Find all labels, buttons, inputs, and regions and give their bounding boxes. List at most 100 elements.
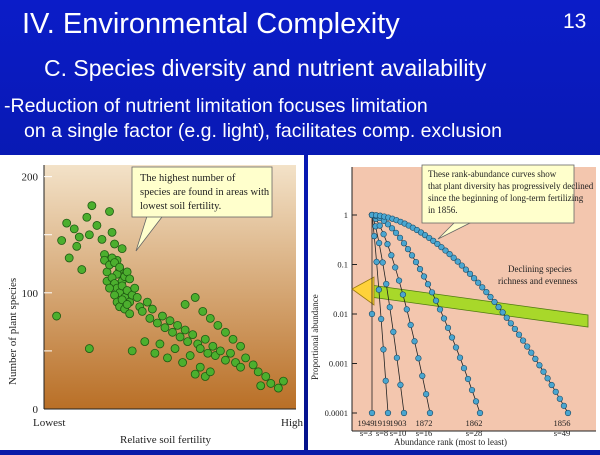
scatter-point: [253, 367, 263, 377]
rank-point: [380, 231, 387, 238]
rank-point: [368, 310, 376, 318]
rank-point: [524, 343, 531, 350]
scatter-point: [52, 311, 61, 321]
scatter-point: [261, 372, 271, 381]
series-s-label: s=3: [360, 428, 372, 438]
rank-point: [378, 315, 385, 323]
y-grid: [44, 176, 52, 352]
fertility-scatter-chart: 0 100 200 Lowest High Relative soil fertil…: [7, 165, 304, 446]
y-tick-label: 0.01: [333, 309, 348, 319]
scatter-point: [256, 381, 266, 391]
rank-point: [491, 298, 498, 306]
scatter-point: [278, 376, 288, 386]
declining-arrow: [351, 276, 589, 328]
rank-point: [403, 306, 410, 313]
scatter-point: [97, 234, 107, 244]
rank-point: [426, 409, 434, 417]
rank-point: [388, 252, 395, 259]
rank-point: [371, 233, 378, 240]
arrow-head: [351, 276, 375, 306]
rank-abundance-curves: [368, 211, 572, 417]
rank-point: [379, 259, 386, 266]
scatter-point: [140, 337, 150, 347]
rank-point: [552, 388, 559, 395]
rank-point: [454, 258, 461, 265]
rank-point: [560, 402, 568, 409]
scatter-point: [87, 201, 97, 211]
scatter-point: [266, 379, 276, 388]
scatter-point: [236, 341, 245, 351]
rank-point: [383, 280, 390, 288]
rank-point: [442, 247, 449, 254]
rank-point: [438, 244, 445, 251]
rank-point: [487, 293, 494, 301]
rank-point: [528, 349, 535, 356]
scatter-point: [180, 300, 190, 309]
rank-curve-line: [371, 214, 405, 414]
rank-point: [430, 237, 437, 244]
rank-point: [392, 229, 400, 236]
scatter-point: [241, 353, 251, 363]
rank-point: [507, 320, 514, 327]
scatter-point: [198, 306, 208, 316]
rank-point: [407, 321, 414, 329]
scatter-point: [127, 346, 137, 356]
rank-point: [468, 386, 476, 394]
rank-point: [390, 328, 397, 335]
y-tick-label: 0.001: [329, 359, 348, 369]
scatter-point: [142, 297, 152, 307]
rank-point: [384, 221, 392, 228]
rank-point: [483, 288, 490, 296]
scatter-point: [195, 362, 205, 372]
page-number: 13: [563, 10, 587, 33]
slide-subtitle: C. Species diversity and nutrient availa…: [44, 55, 487, 81]
rank-point: [466, 270, 474, 277]
scatter-point: [190, 369, 200, 379]
scatter-point: [137, 306, 147, 316]
scatter-point: [125, 309, 135, 319]
y-tick-labels: 1 0.1 0.01 0.001 0.0001: [325, 210, 357, 418]
scatter-point: [221, 327, 230, 337]
rank-point: [532, 355, 539, 363]
scatter-point: [228, 334, 238, 344]
rank-point: [456, 354, 464, 361]
rank-point: [415, 355, 422, 362]
rank-point: [444, 324, 452, 331]
scatter-points: [52, 201, 288, 393]
x-axis-label: Abundance rank (most to least): [394, 437, 507, 447]
y-tick-label: 200: [22, 172, 39, 184]
rank-point: [400, 409, 408, 417]
rank-point: [458, 262, 465, 269]
rank-point: [395, 277, 403, 284]
rank-point: [419, 372, 426, 379]
rank-point: [475, 279, 482, 286]
rank-point: [380, 346, 387, 353]
scatter-point: [117, 244, 127, 254]
rank-point: [382, 377, 389, 384]
rank-point: [408, 252, 416, 259]
scatter-point: [195, 344, 205, 353]
scatter-point: [183, 337, 193, 347]
rank-point: [376, 239, 383, 247]
rank-point: [373, 258, 380, 265]
scatter-point: [92, 221, 102, 230]
scatter-point: [107, 227, 117, 237]
x-tick-label-low: Lowest: [33, 417, 65, 429]
rank-point: [432, 297, 440, 304]
scatter-point: [158, 311, 167, 321]
scatter-point: [122, 300, 132, 309]
scatter-point: [248, 360, 258, 370]
scatter-point: [236, 362, 245, 372]
scatter-point: [173, 320, 182, 330]
y-tick-labels: 0 100 200: [22, 172, 39, 416]
series-s-label: s=8: [376, 428, 388, 438]
rank-point: [392, 264, 399, 271]
scatter-point: [82, 212, 92, 222]
rank-point: [476, 409, 484, 417]
annotation-callout: The highest number of species are found …: [131, 166, 273, 252]
bullet-line-1: -Reduction of nutrient limitation focuse…: [4, 95, 428, 117]
y-tick-label: 0.0001: [325, 408, 348, 418]
rank-point: [503, 314, 510, 321]
